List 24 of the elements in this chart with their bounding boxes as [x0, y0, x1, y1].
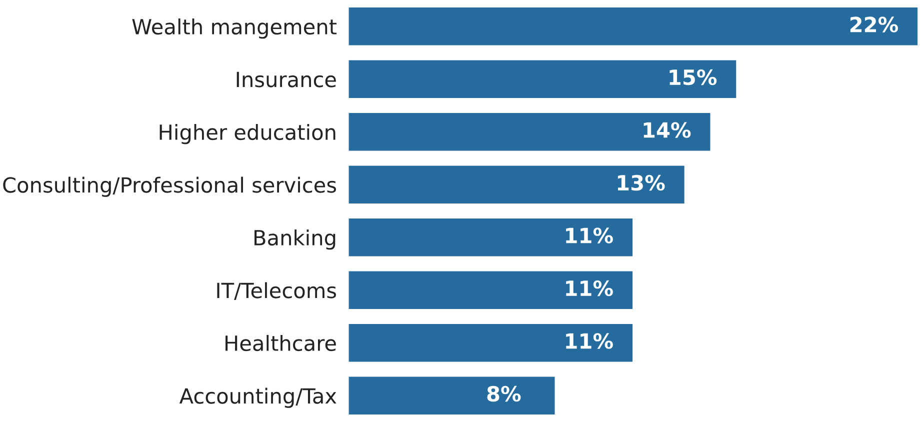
data-label: 11% [566, 280, 613, 296]
y-tick-label: Banking [254, 229, 336, 250]
data-label: 15% [670, 69, 717, 86]
bar [348, 164, 686, 205]
data-label: 22% [850, 16, 898, 32]
bar [348, 112, 712, 152]
y-tick-label: Insurance [236, 72, 336, 88]
y-tick-label: Wealth mangement [132, 18, 337, 39]
data-label: 13% [618, 174, 665, 191]
bar [348, 6, 918, 47]
y-tick-label: Healthcare [226, 334, 336, 352]
bar [348, 270, 634, 310]
y-tick-label: Consulting/Professional services [3, 176, 336, 197]
bar [348, 322, 634, 364]
y-tick-label: Accounting/Tax [179, 388, 336, 408]
bar [348, 375, 556, 416]
data-label: 11% [566, 333, 613, 349]
data-label: 14% [644, 122, 691, 138]
bar [348, 58, 738, 100]
y-tick-label: IT/Telecoms [217, 282, 336, 300]
data-label: 11% [566, 228, 613, 244]
bar [348, 217, 634, 258]
data-label: 8% [487, 386, 521, 402]
y-tick-label: Higher education [160, 124, 336, 144]
